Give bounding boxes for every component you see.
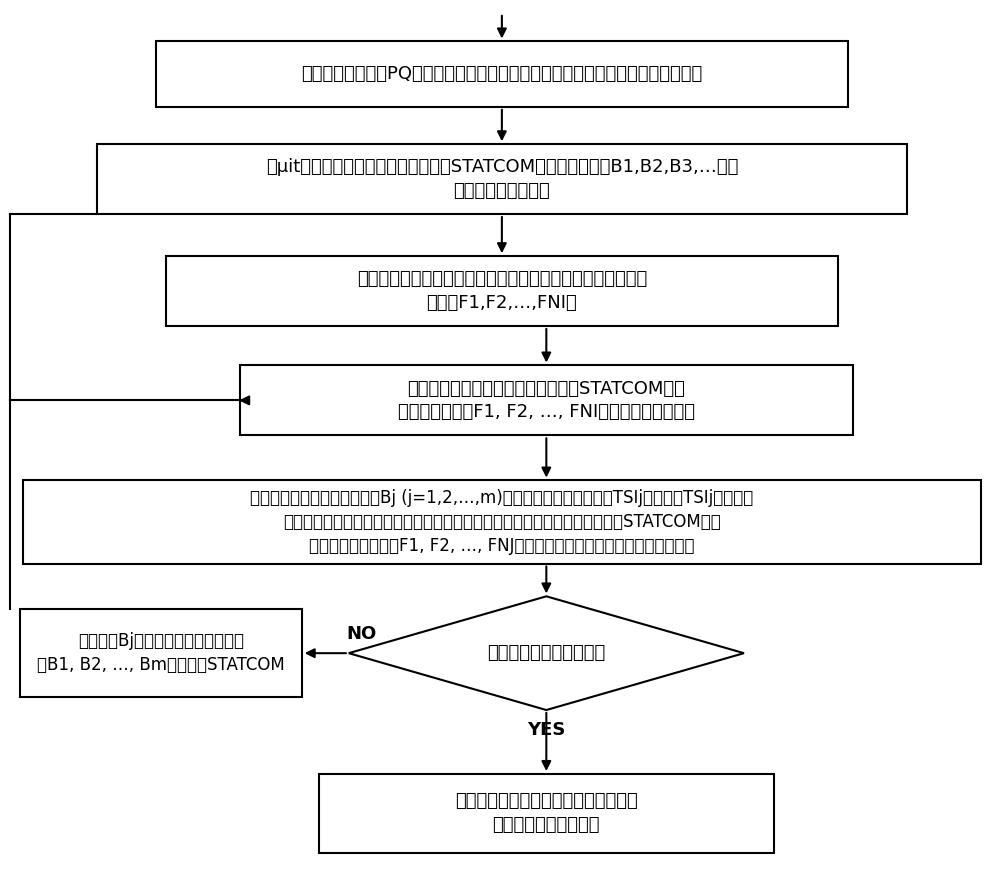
Text: YES: YES <box>527 721 566 739</box>
Text: 计算各负荷节点（PQ）系统综合动态等值阻抗、负荷静态等值阻抗和阻抗模裕度；: 计算各负荷节点（PQ）系统综合动态等值阻抗、负荷静态等值阻抗和阻抗模裕度； <box>301 65 702 83</box>
Bar <box>23 480 981 563</box>
Text: 得出优化配置点集，确定无功补偿装置
配置位置最终配置方案: 得出优化配置点集，确定无功补偿装置 配置位置最终配置方案 <box>455 792 638 834</box>
Polygon shape <box>349 596 744 710</box>
Text: 根据时域仿真结果，计算节点Bj (j=1,2,…,m)的改进轨迹灵敏度指标（TSIj），根据TSIj对待选安
装节点进行排序，指标值最大者即为动态无功补偿装置配: 根据时域仿真结果，计算节点Bj (j=1,2,…,m)的改进轨迹灵敏度指标（TS… <box>250 489 754 555</box>
Bar <box>166 256 838 326</box>
Bar <box>156 42 848 107</box>
Text: 对系统进行时域扫描，确定威胁系统暂态电压稳定的关键故障
集合｛F1,F2,…,FNI｝: 对系统进行时域扫描，确定威胁系统暂态电压稳定的关键故障 集合｛F1,F2,…,F… <box>357 270 647 312</box>
Text: NO: NO <box>346 625 377 643</box>
Bar <box>240 366 853 435</box>
Bar <box>97 144 907 214</box>
Text: 将节点从Bj候选点去除在其余选节点
｛B1, B2, …, Bm｝中安装STATCOM: 将节点从Bj候选点去除在其余选节点 ｛B1, B2, …, Bm｝中安装STAT… <box>37 632 285 674</box>
Text: 分别在各个待选节点安装容量一定的STATCOM，对
关键故障集合｛F1, F2, …, FNI｝再次进行时域仿真: 分别在各个待选节点安装容量一定的STATCOM，对 关键故障集合｛F1, F2,… <box>398 380 695 421</box>
Bar <box>319 774 774 853</box>
Text: 按μit的由小至大排序确定系统待选的STATCOM安装待选节点｛B1,B2,B3,…｝，
在待选节点配置容量: 按μit的由小至大排序确定系统待选的STATCOM安装待选节点｛B1,B2,B3… <box>266 158 738 200</box>
Text: 方案设计的暂态稳定目标: 方案设计的暂态稳定目标 <box>487 645 605 662</box>
Bar <box>20 609 302 697</box>
